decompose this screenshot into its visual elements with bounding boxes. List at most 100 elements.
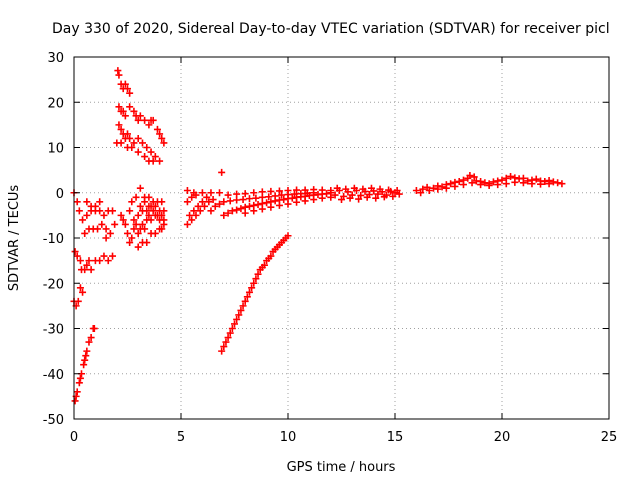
data-point [98, 220, 106, 228]
data-point [183, 198, 191, 206]
data-point [82, 352, 90, 360]
data-point [79, 216, 87, 224]
data-point [485, 182, 493, 190]
data-point [160, 220, 168, 228]
data-point [145, 211, 153, 219]
data-point [237, 306, 245, 314]
data-point [136, 112, 144, 120]
data-point [102, 225, 110, 233]
data-point [104, 257, 112, 265]
data-point [235, 311, 243, 319]
data-point [412, 186, 420, 194]
data-point [507, 172, 515, 180]
data-point [243, 293, 251, 301]
data-point [258, 188, 266, 196]
data-point [380, 193, 388, 201]
data-points-layer [70, 67, 566, 405]
data-point [233, 190, 241, 198]
data-point [121, 220, 129, 228]
data-point [532, 175, 540, 183]
x-tick-label: 20 [494, 430, 511, 445]
data-point [374, 190, 382, 198]
data-point [231, 320, 238, 328]
data-point [115, 121, 123, 129]
data-point [477, 181, 485, 189]
data-point [459, 181, 467, 189]
data-point [310, 196, 318, 204]
data-point [115, 71, 123, 79]
data-point [466, 172, 474, 180]
data-point [128, 234, 136, 242]
data-point [114, 67, 122, 75]
series-main-band [183, 168, 335, 228]
data-point [222, 338, 230, 346]
data-point [79, 288, 87, 296]
data-point [245, 202, 253, 210]
data-point [201, 202, 209, 210]
data-point [134, 243, 142, 251]
data-point [395, 190, 403, 198]
data-point [76, 284, 84, 292]
data-point [141, 153, 149, 161]
data-point [143, 239, 151, 247]
data-point [198, 189, 206, 197]
data-point [537, 180, 545, 188]
data-point [220, 211, 228, 219]
data-point [73, 388, 81, 396]
data-point [134, 148, 142, 156]
data-point [554, 179, 562, 187]
data-point [258, 205, 266, 213]
data-point [455, 177, 463, 185]
data-point [91, 202, 99, 210]
data-point [211, 202, 219, 210]
data-point [156, 130, 164, 138]
data-point [254, 270, 262, 278]
data-point [194, 202, 202, 210]
data-point [489, 178, 497, 186]
data-point [218, 347, 226, 355]
data-point [75, 379, 83, 387]
series-early-scatter [70, 189, 119, 310]
data-point [130, 107, 138, 115]
data-point [528, 180, 536, 188]
data-point [275, 201, 283, 209]
data-point [190, 207, 198, 215]
data-point [121, 112, 129, 120]
data-point [156, 157, 164, 165]
data-point [83, 261, 91, 269]
data-point [126, 207, 134, 215]
data-point [85, 338, 93, 346]
data-point [134, 134, 142, 142]
data-point [109, 207, 117, 215]
data-point [83, 198, 91, 206]
data-point [265, 193, 273, 201]
data-point [145, 121, 153, 129]
data-point [96, 207, 104, 215]
data-point [250, 189, 258, 197]
data-point [241, 209, 249, 217]
data-point [502, 180, 510, 188]
data-point [359, 185, 367, 193]
data-point [438, 183, 446, 191]
data-point [293, 186, 301, 194]
data-point [149, 207, 157, 215]
data-point [158, 211, 166, 219]
data-point [151, 153, 159, 161]
data-point [237, 205, 245, 213]
data-point [76, 257, 84, 265]
data-point [263, 199, 271, 207]
data-point [355, 195, 363, 203]
data-point [275, 187, 283, 195]
data-point [141, 193, 149, 201]
series-late-band [331, 172, 566, 204]
x-tick-label: 10 [280, 430, 297, 445]
data-point [226, 197, 234, 205]
data-point [280, 196, 288, 204]
data-point [138, 139, 146, 147]
data-point [186, 211, 194, 219]
data-point [419, 185, 427, 193]
data-point [124, 229, 131, 237]
data-point [207, 207, 215, 215]
data-point [188, 216, 196, 224]
data-point [284, 186, 292, 194]
